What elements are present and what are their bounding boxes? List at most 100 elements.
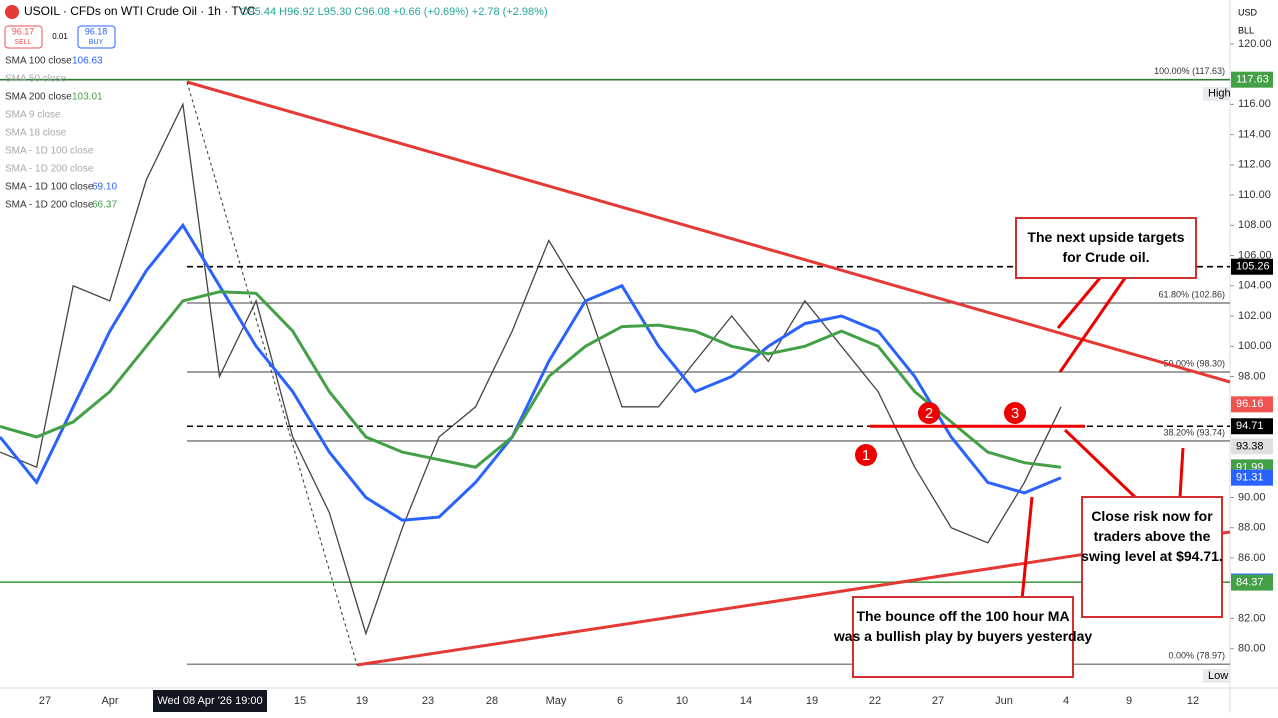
annotation: The next upside targets for Crude oil. — [1027, 229, 1184, 265]
series-line — [0, 102, 1062, 636]
text-tag-label: Low — [1208, 670, 1228, 682]
fib-label: 100.00% (117.63) — [1154, 66, 1225, 76]
trend-line — [186, 81, 358, 666]
x-tick-label: 12 — [1187, 695, 1199, 707]
arrow — [1063, 428, 1137, 499]
series-line — [0, 290, 1062, 469]
sell-label: SELL — [14, 39, 31, 46]
y-tick-label: 106.00 — [1238, 249, 1272, 261]
fib-label: 38.20% (93.74) — [1163, 427, 1225, 437]
y-tick-label: 108.00 — [1238, 219, 1272, 231]
marker — [918, 402, 940, 424]
x-tick-label: 19 — [806, 695, 818, 707]
indicator-value: 103.01 — [72, 92, 103, 103]
price-tag — [1231, 438, 1273, 455]
buy-price: 96.18 — [85, 26, 108, 36]
x-tick-label: May — [546, 695, 567, 707]
y-tick-label: 112.00 — [1238, 159, 1271, 171]
indicator-value: 66.37 — [92, 200, 117, 211]
indicator-value: 106.63 — [72, 56, 103, 67]
spread: 0.01 — [52, 32, 68, 41]
price-tag-label: 105.26 — [1236, 261, 1270, 273]
x-tick-label: 19 — [356, 695, 368, 707]
annotation-box — [1015, 217, 1197, 279]
y-tick-label: 110.00 — [1238, 189, 1271, 201]
text-tag — [1203, 668, 1229, 683]
marker — [1004, 402, 1026, 424]
price-tag-label: 93.38 — [1236, 440, 1264, 452]
header-ohlc: O95.44 H96.92 L95.30 C96.08 +0.66 (+0.69… — [240, 6, 548, 18]
trend-line — [186, 80, 1231, 384]
arrow — [1178, 447, 1185, 498]
sell-price: 96.17 — [12, 26, 35, 36]
x-tick-label: 28 — [486, 695, 498, 707]
price-tag-label: 91.31 — [1236, 472, 1264, 484]
indicator-name: SMA - 1D 200 close — [5, 200, 94, 211]
marker-label: 1 — [862, 447, 870, 464]
indicator-name: SMA - 1D 200 close — [5, 164, 94, 175]
y-tick-label: 90.00 — [1238, 491, 1266, 503]
y-tick-label: 80.00 — [1238, 643, 1266, 655]
arrow — [1056, 277, 1102, 329]
x-tick-label: Apr — [101, 695, 118, 707]
x-tick-label: 9 — [1126, 695, 1132, 707]
y-tick-label: 104.00 — [1238, 280, 1272, 292]
buy-label: BUY — [89, 39, 104, 46]
axis-unit: USD — [1238, 7, 1258, 17]
sell-box[interactable] — [4, 25, 43, 49]
price-tag — [1231, 574, 1273, 591]
indicator-name: SMA - 1D 100 close — [5, 182, 94, 193]
crosshair-tag — [153, 690, 267, 712]
x-tick-label: 22 — [869, 695, 881, 707]
price-tag — [1231, 396, 1273, 413]
y-tick-label: 116.00 — [1238, 98, 1271, 110]
y-tick-label: 120.00 — [1238, 38, 1272, 50]
series-line — [0, 222, 1062, 522]
x-tick-label: 27 — [932, 695, 944, 707]
symbol-icon — [5, 5, 19, 19]
y-tick-label: 102.00 — [1238, 310, 1272, 322]
marker — [855, 444, 877, 466]
price-tag — [1231, 418, 1273, 435]
marker-label: 2 — [925, 405, 933, 422]
axis-unit: BLL — [1238, 25, 1254, 35]
arrow — [1020, 496, 1034, 601]
fib-label: 61.80% (102.86) — [1158, 289, 1225, 299]
x-tick-label: Jun — [995, 695, 1013, 707]
indicator-name: SMA 9 close — [5, 110, 61, 121]
x-tick-label: 10 — [676, 695, 688, 707]
annotation: The bounce off the 100 hour MA was a bull… — [833, 608, 1093, 644]
indicator-value: 69.10 — [92, 182, 117, 193]
y-tick-label: 98.00 — [1238, 370, 1266, 382]
indicator-name: SMA - 1D 100 close — [5, 146, 94, 157]
indicator-name: SMA 18 close — [5, 128, 67, 139]
price-tag-label: 117.63 — [1236, 74, 1269, 86]
header-symbol: USOIL · CFDs on WTI Crude Oil · 1h · TVC — [24, 4, 256, 18]
x-tick-label: 23 — [422, 695, 434, 707]
price-tag-label: 96.16 — [1236, 398, 1264, 410]
fib-label: 50.00% (98.30) — [1163, 358, 1225, 368]
marker-label: 3 — [1011, 405, 1019, 422]
price-tag — [1231, 258, 1273, 275]
x-tick-label: 6 — [617, 695, 623, 707]
indicator-name: SMA 50 close — [5, 74, 67, 85]
x-tick-label: 14 — [740, 695, 752, 707]
fib-label: 0.00% (78.97) — [1168, 651, 1225, 661]
price-tag-label: 84.37 — [1236, 577, 1264, 589]
y-tick-label: 114.00 — [1238, 128, 1271, 140]
y-tick-label: 88.00 — [1238, 522, 1266, 534]
text-tag — [1203, 86, 1229, 101]
x-tick-label: 15 — [294, 695, 306, 707]
crosshair-label: Wed 08 Apr '26 19:00 — [157, 695, 262, 707]
x-tick-label: 27 — [39, 695, 51, 707]
indicator-name: SMA 200 close — [5, 92, 72, 103]
y-tick-label: 82.00 — [1238, 612, 1266, 624]
y-tick-label: 86.00 — [1238, 552, 1266, 564]
price-tag — [1231, 469, 1273, 486]
annotation: Close risk now for traders above the swing… — [1081, 508, 1223, 564]
buy-box[interactable] — [77, 25, 116, 49]
annotation-box — [852, 596, 1074, 678]
x-tick-label: 4 — [1063, 695, 1069, 707]
